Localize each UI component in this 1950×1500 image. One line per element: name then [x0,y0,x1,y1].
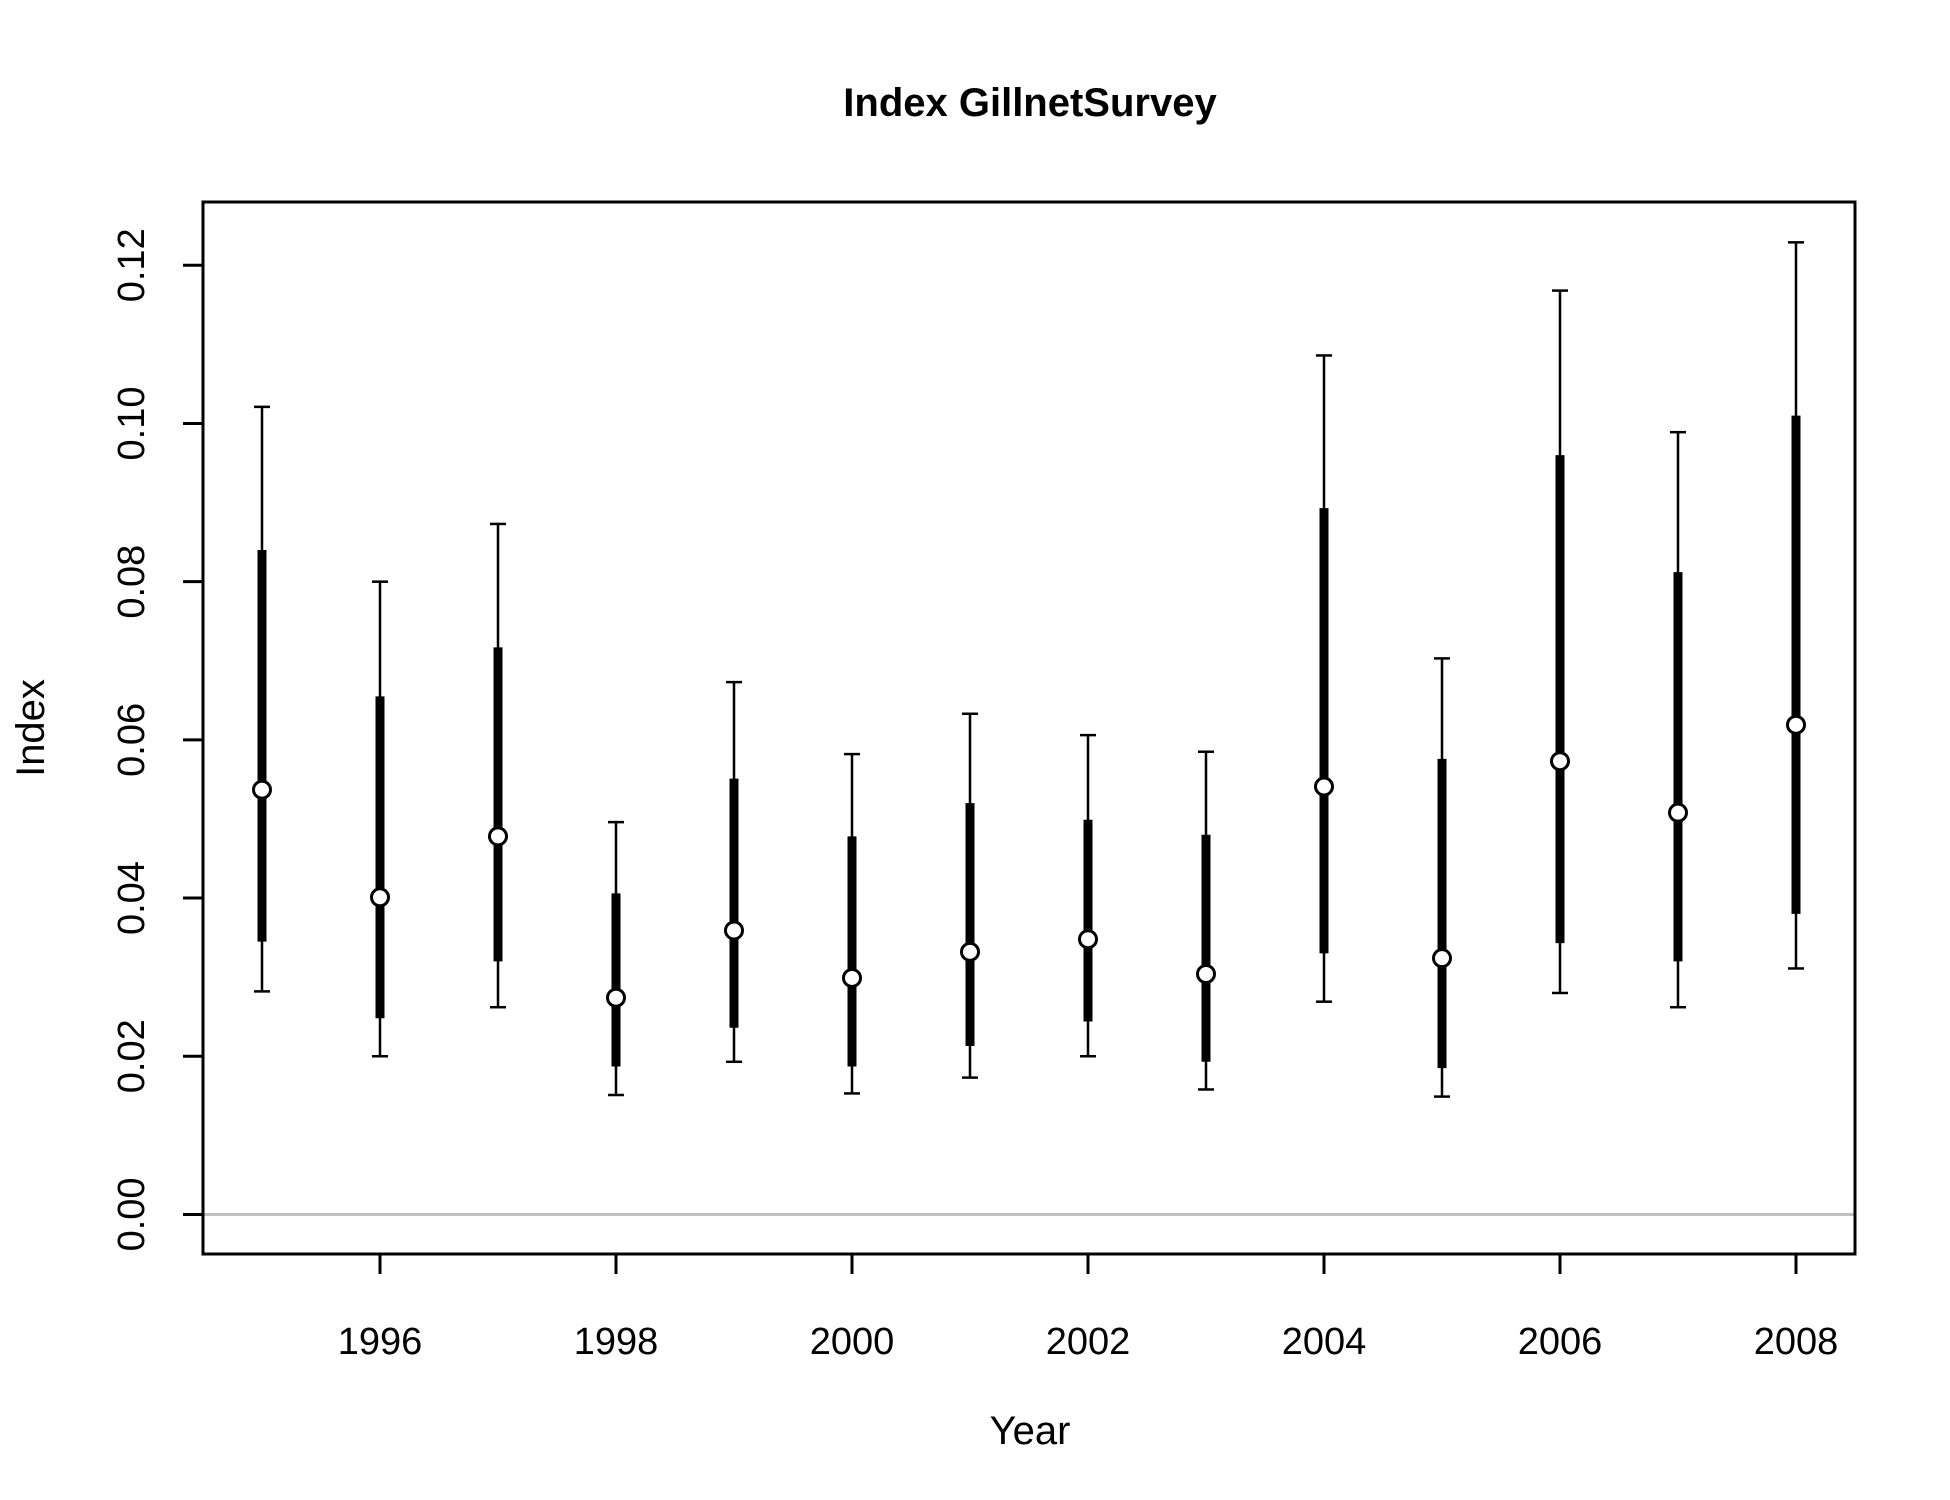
data-point-group [1078,733,1098,1058]
y-tick-label: 0.06 [111,703,153,777]
index-point [488,826,508,847]
data-point-group [1314,354,1334,1003]
data-point-group [1550,289,1570,995]
index-point [1314,776,1334,797]
data-point-group [1196,750,1216,1091]
index-point [960,941,980,962]
y-tick-label: 0.10 [111,386,153,460]
x-tick-label: 2008 [1754,1321,1839,1363]
y-tick-label: 0.12 [111,228,153,302]
y-tick-label: 0.00 [111,1177,153,1251]
data-point-group [724,680,744,1064]
index-point [1668,802,1688,823]
data-point-group [488,522,508,1009]
index-point [252,779,272,800]
index-point [724,920,744,941]
y-tick-label: 0.04 [111,861,153,935]
index-point [1432,948,1452,969]
x-tick-label: 1996 [338,1321,423,1363]
data-point-group [960,712,980,1079]
x-axis-label: Year [990,1409,1071,1453]
index-point [1078,929,1098,950]
x-tick-label: 2002 [1046,1321,1131,1363]
data-point-group [1786,241,1806,970]
x-tick-label: 2000 [810,1321,895,1363]
chart-title: Index GillnetSurvey [843,81,1217,125]
data-point-group [252,405,272,993]
y-axis-label: Index [9,679,53,777]
y-tick-label: 0.02 [111,1019,153,1093]
y-tick-label: 0.08 [111,545,153,619]
y-axis: 0.00 0.02 0.04 0.06 0.08 0.10 0.12 [111,228,205,1251]
index-point [370,887,390,908]
x-tick-label: 2006 [1518,1321,1603,1363]
x-tick-label: 1998 [574,1321,659,1363]
data-point-group [1432,657,1452,1098]
x-tick-label: 2004 [1282,1321,1367,1363]
index-point [842,967,862,988]
data-point-group [1668,430,1688,1009]
index-point [1786,714,1806,735]
plot-area [203,241,1855,1216]
index-point [1196,963,1216,984]
data-point-group [842,752,862,1095]
data-point-group [606,820,626,1097]
x-axis: 1996 1998 2000 2002 2004 2006 2008 [338,1252,1839,1363]
data-point-group [370,580,390,1058]
index-point [606,987,626,1008]
index-point [1550,751,1570,772]
plot-frame [201,200,1857,1256]
